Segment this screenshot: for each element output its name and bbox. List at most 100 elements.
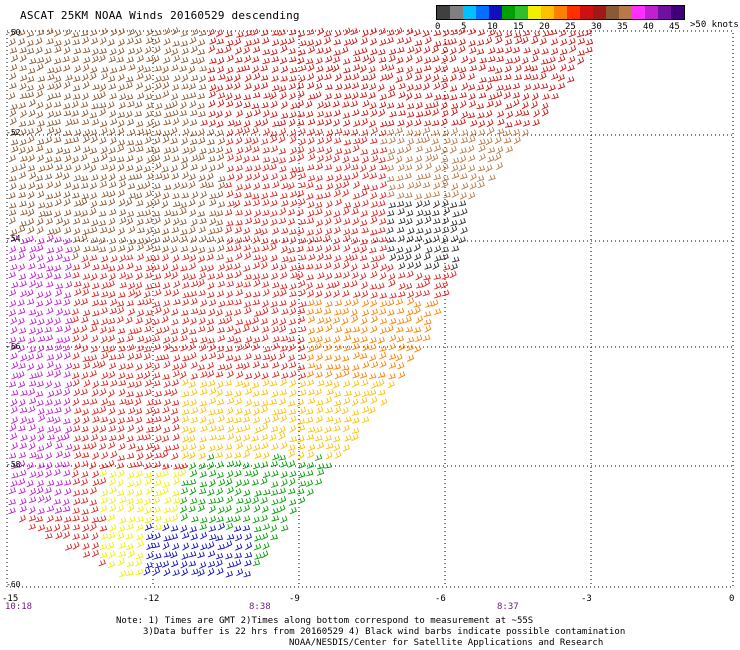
wind-barb: [172, 542, 180, 551]
wind-barb: [236, 147, 244, 155]
wind-barb: [441, 246, 450, 253]
wind-barb: [488, 55, 496, 63]
wind-barb: [126, 543, 134, 551]
wind-barb: [37, 202, 46, 209]
wind-barb: [434, 291, 442, 299]
wind-barb: [162, 282, 171, 290]
wind-barb: [190, 297, 198, 306]
legend-tick-label: 15: [513, 22, 524, 32]
wind-barb: [414, 235, 423, 243]
wind-barb: [261, 174, 269, 182]
wind-barb: [198, 289, 206, 297]
wind-barb: [352, 351, 360, 360]
wind-barb: [63, 129, 72, 136]
wind-barb: [11, 372, 19, 380]
wind-barb: [172, 433, 180, 441]
wind-barb: [64, 262, 72, 271]
wind-barb: [224, 45, 232, 54]
wind-barb: [353, 138, 361, 145]
wind-barb: [434, 282, 442, 290]
wind-barb: [360, 136, 368, 145]
wind-barb: [152, 55, 160, 64]
wind-barb: [19, 220, 27, 227]
wind-barb: [125, 254, 134, 261]
wind-barb: [171, 146, 179, 154]
wind-barb: [54, 29, 62, 37]
wind-barb: [225, 92, 233, 101]
wind-barb: [343, 244, 351, 253]
wind-barb: [91, 532, 99, 541]
wind-barb: [107, 101, 115, 109]
wind-barb: [433, 82, 441, 90]
wind-barb: [280, 192, 288, 199]
wind-barb: [315, 353, 323, 362]
wind-barb: [190, 74, 199, 82]
wind-barb: [72, 541, 80, 550]
wind-barb: [227, 561, 235, 569]
wind-barb: [180, 137, 188, 146]
wind-barb: [207, 418, 215, 425]
wind-barb: [396, 307, 405, 315]
wind-barb: [64, 164, 72, 171]
wind-barb: [82, 443, 91, 450]
wind-barb: [243, 46, 250, 55]
wind-barb: [81, 36, 90, 45]
wind-barb: [152, 210, 161, 217]
wind-barb: [36, 226, 44, 235]
wind-barb: [125, 110, 133, 119]
wind-barb: [35, 281, 43, 289]
wind-barb: [29, 471, 37, 478]
wind-barb: [125, 94, 134, 101]
wind-barb: [496, 162, 503, 170]
wind-barb: [197, 279, 205, 287]
wind-barb: [227, 200, 235, 207]
wind-barb: [54, 507, 63, 514]
wind-barb: [53, 468, 61, 477]
wind-barb: [253, 172, 261, 181]
wind-barb: [297, 146, 305, 155]
wind-barb: [63, 80, 71, 89]
wind-barb: [163, 380, 171, 388]
wind-barb: [161, 253, 169, 262]
wind-barb: [288, 256, 296, 263]
wind-barb: [522, 92, 530, 101]
wind-barb: [378, 308, 387, 315]
wind-barb: [80, 478, 88, 486]
wind-barb: [127, 183, 136, 190]
wind-barb: [188, 478, 197, 486]
wind-barb: [72, 85, 81, 92]
wind-barb: [47, 228, 55, 236]
wind-barb: [217, 162, 225, 171]
wind-barb: [251, 56, 260, 63]
wind-barb: [73, 47, 82, 55]
wind-barb: [398, 262, 406, 270]
wind-barb: [252, 38, 260, 45]
wind-barb: [351, 433, 359, 442]
wind-barb: [333, 189, 341, 198]
wind-barb: [298, 480, 307, 487]
wind-barb: [54, 127, 62, 135]
wind-barb: [45, 452, 53, 460]
wind-barb: [64, 154, 72, 163]
wind-barb: [146, 119, 154, 128]
wind-barb: [26, 235, 34, 243]
wind-barb: [162, 90, 170, 98]
wind-barb: [260, 255, 268, 263]
wind-barb: [162, 463, 170, 470]
wind-barb: [243, 342, 251, 350]
wind-barb: [63, 46, 71, 55]
wind-barb: [235, 289, 243, 297]
wind-barb: [99, 515, 107, 523]
wind-barb: [431, 101, 439, 109]
wind-barb: [136, 425, 144, 434]
wind-barb: [359, 219, 368, 227]
wind-barb: [199, 436, 207, 443]
wind-barb: [360, 326, 368, 334]
wind-barb: [38, 165, 46, 173]
wind-barb: [271, 263, 279, 271]
wind-barb: [82, 47, 91, 54]
wind-barb: [314, 388, 323, 396]
wind-barb: [306, 110, 314, 118]
wind-barb: [379, 164, 388, 171]
wind-barb: [161, 487, 169, 495]
